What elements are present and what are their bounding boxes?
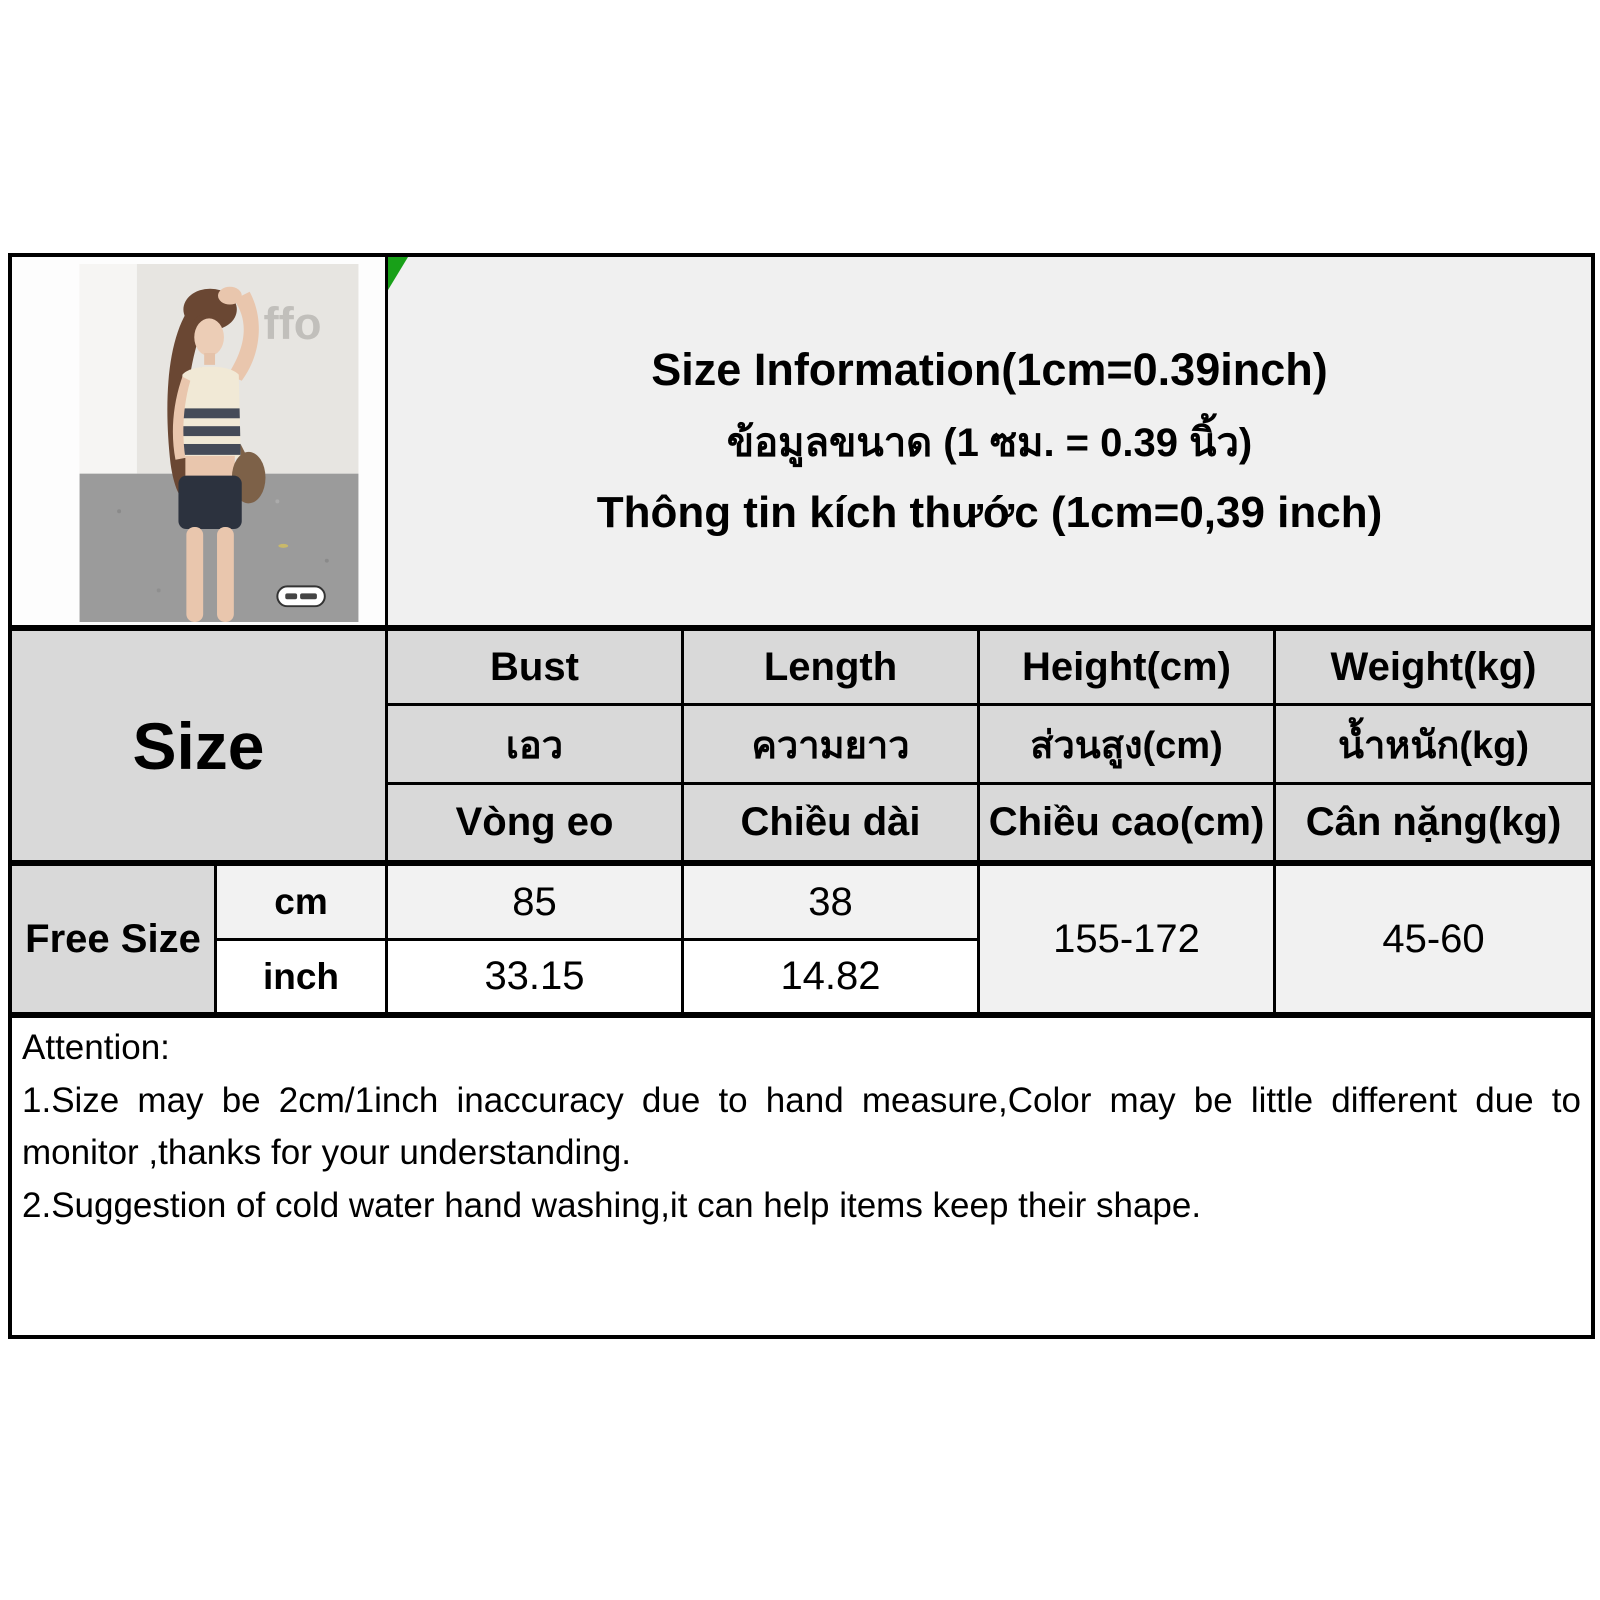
attention-section: Attention: 1.Size may be 2cm/1inch inacc…: [12, 1015, 1591, 1335]
row-label-free-size: Free Size: [12, 863, 214, 1012]
model-shorts: [178, 475, 242, 530]
photo-wall-pillar: [79, 264, 137, 474]
header-weight-th: น้ำหนัก(kg): [1276, 706, 1591, 782]
title-vietnamese: Thông tin kích thước (1cm=0,39 inch): [596, 488, 1383, 537]
photo-brand-badge: [276, 585, 326, 608]
attention-heading: Attention:: [22, 1028, 170, 1067]
title-thai: ข้อมูลขนาด (1 ซม. = 0.39 นิ้ว): [726, 421, 1253, 465]
length-value-cm: 38: [684, 863, 977, 938]
model-raised-arm: [227, 291, 259, 381]
unit-label-inch: inch: [217, 941, 385, 1012]
attention-note-1: 1.Size may be 2cm/1inch inaccuracy due t…: [22, 1080, 1581, 1173]
header-length-th: ความยาว: [684, 706, 977, 782]
height-range-value: 155-172: [980, 863, 1273, 1012]
title-english: Size Information(1cm=0.39inch): [651, 344, 1328, 395]
header-bust-th: เอว: [388, 706, 681, 782]
attention-note-2: 2.Suggestion of cold water hand washing,…: [22, 1185, 1202, 1225]
header-weight-vi: Cân nặng(kg): [1276, 785, 1591, 860]
photo-wall-logo-text: ffo: [264, 298, 322, 349]
model-face: [194, 318, 224, 356]
header-length-vi: Chiều dài: [684, 785, 977, 860]
header-height-vi: Chiều cao(cm): [980, 785, 1273, 860]
header-length-en: Length: [684, 628, 977, 703]
weight-range-value: 45-60: [1276, 863, 1591, 1012]
header-bust-vi: Vòng eo: [388, 785, 681, 860]
unit-label-cm: cm: [217, 863, 385, 938]
header-weight-en: Weight(kg): [1276, 628, 1591, 703]
header-height-th: ส่วนสูง(cm): [980, 706, 1273, 782]
header-bust-en: Bust: [388, 628, 681, 703]
product-photo-cell: ffo: [12, 257, 385, 625]
product-photo: ffo: [79, 264, 359, 622]
length-value-inch: 14.82: [684, 941, 977, 1012]
model-left-arm: [172, 376, 191, 460]
size-info-title-block: Size Information(1cm=0.39inch) ข้อมูลขนา…: [388, 257, 1591, 625]
bust-value-inch: 33.15: [388, 941, 681, 1012]
bust-value-cm: 85: [388, 863, 681, 938]
size-column-label: Size: [12, 628, 385, 860]
model-leg: [186, 527, 204, 622]
header-height-en: Height(cm): [980, 628, 1273, 703]
size-chart-sheet: ffo: [8, 253, 1595, 1339]
model-leg: [217, 527, 234, 622]
